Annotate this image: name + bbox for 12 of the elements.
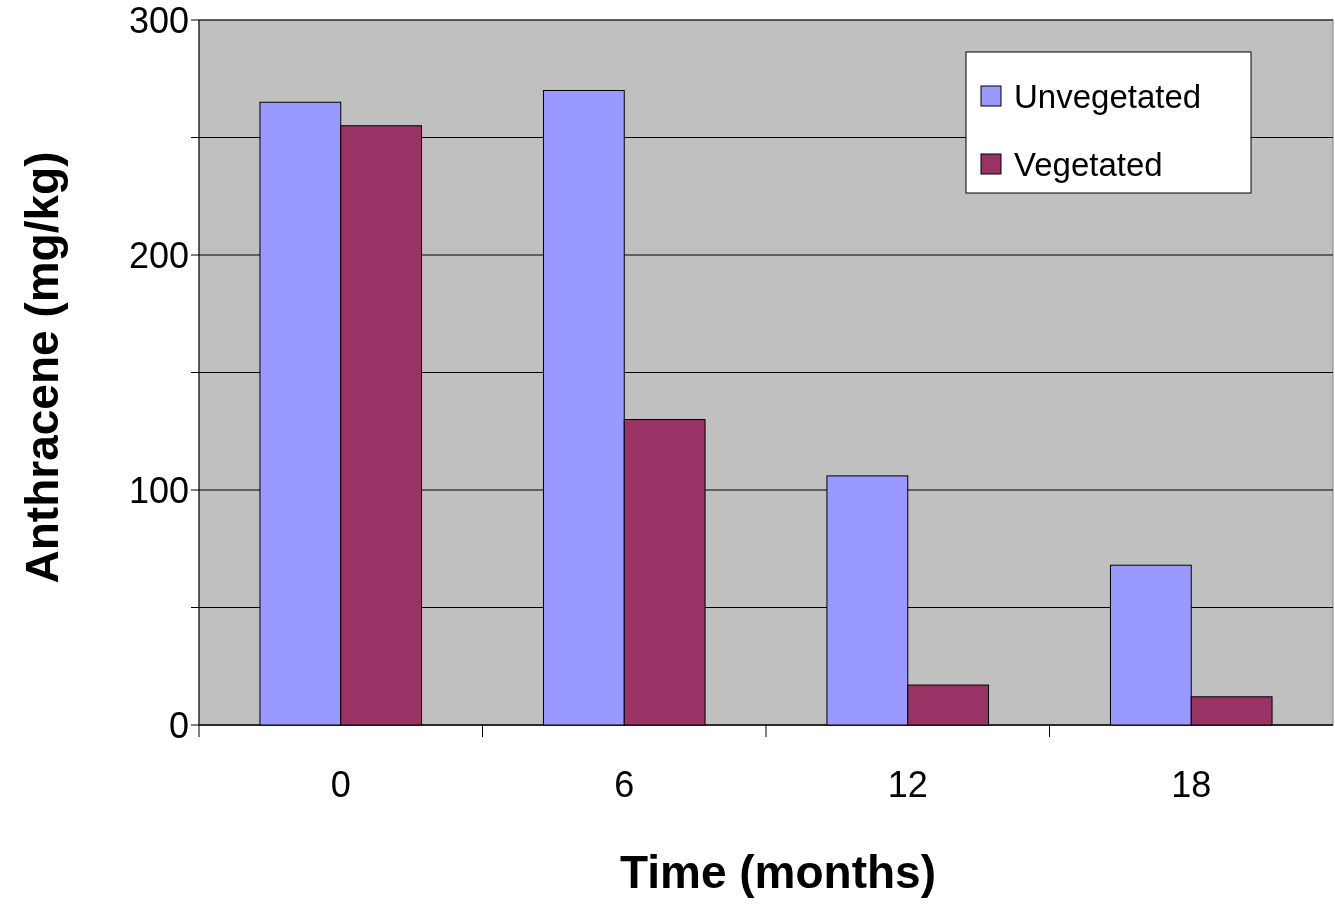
x-tick-label: 18 (1171, 764, 1212, 805)
y-tick-label: 300 (128, 0, 189, 41)
x-axis-title: Time (months) (619, 846, 937, 898)
x-tick-label: 12 (887, 764, 928, 805)
y-tick-label: 200 (128, 234, 189, 276)
y-tick-label: 0 (168, 704, 189, 746)
y-tick-label: 100 (128, 469, 189, 511)
y-axis-title: Anthracene (mg/kg) (16, 151, 68, 584)
legend-label: Unvegetated (1014, 77, 1202, 115)
legend-label: Vegetated (1014, 145, 1163, 183)
x-tick-label: 6 (614, 764, 635, 805)
x-tick-label: 0 (330, 764, 351, 805)
